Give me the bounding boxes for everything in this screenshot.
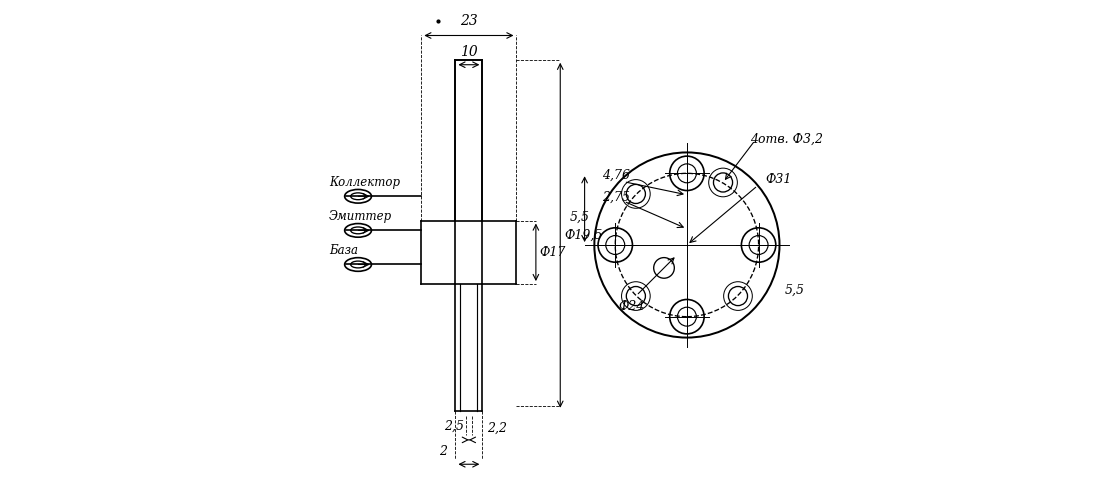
Text: 23: 23 bbox=[460, 14, 478, 28]
Text: 5,5: 5,5 bbox=[570, 211, 590, 223]
Text: Ф24: Ф24 bbox=[618, 300, 644, 313]
Text: 10: 10 bbox=[460, 45, 478, 59]
Text: Ф31: Ф31 bbox=[765, 173, 792, 186]
Text: 4,76: 4,76 bbox=[601, 169, 630, 182]
Text: 2: 2 bbox=[439, 445, 447, 459]
Text: Эмиттер: Эмиттер bbox=[329, 210, 392, 223]
Text: База: База bbox=[329, 244, 358, 257]
Text: 2,75: 2,75 bbox=[601, 191, 630, 204]
Text: Коллектор: Коллектор bbox=[329, 176, 400, 189]
Text: 5,5: 5,5 bbox=[784, 284, 805, 297]
Text: Ф17: Ф17 bbox=[539, 246, 566, 259]
Text: 2,2: 2,2 bbox=[487, 422, 508, 435]
Text: Ф19,5: Ф19,5 bbox=[564, 229, 602, 242]
Text: 2,5: 2,5 bbox=[445, 419, 465, 433]
Text: 4отв. Ф3,2: 4отв. Ф3,2 bbox=[750, 133, 824, 146]
